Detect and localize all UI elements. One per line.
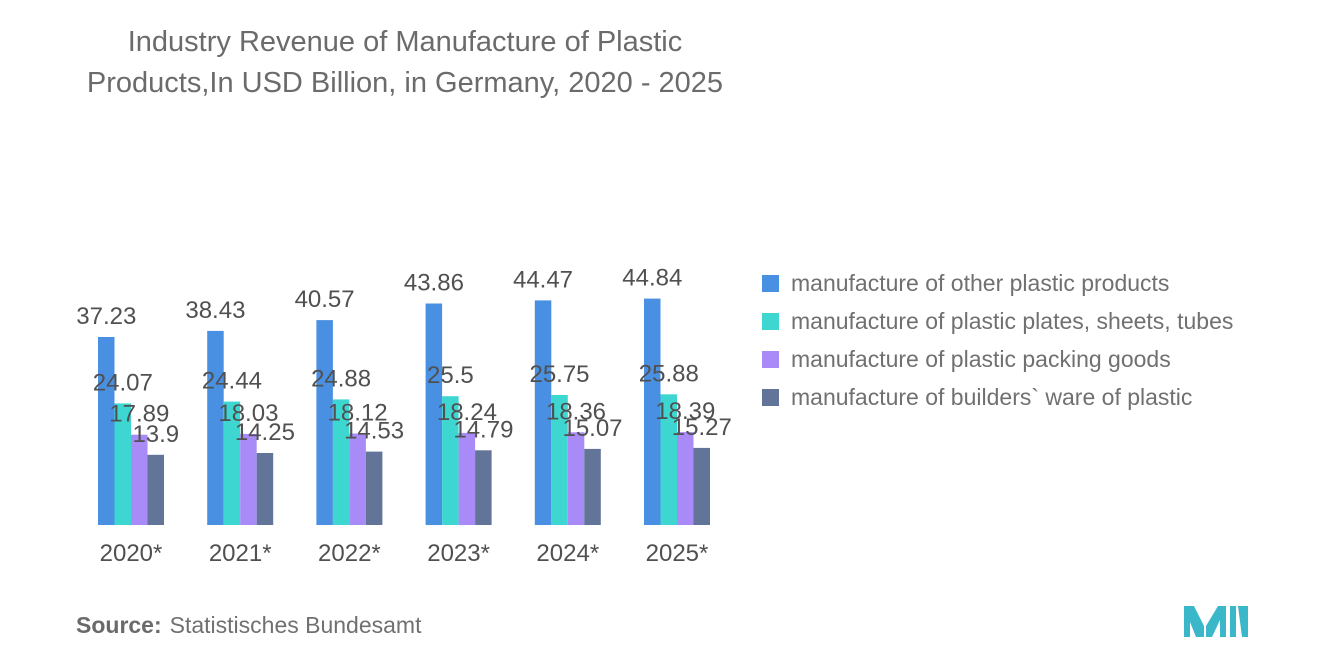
legend-swatch	[762, 388, 779, 406]
x-tick-label-2025: 2025*	[646, 540, 709, 567]
bar-2020-series-1	[98, 337, 115, 525]
data-label-2022-series-3: 18.12	[328, 400, 388, 427]
legend-swatch	[762, 350, 779, 368]
bar-2021-series-1	[207, 330, 224, 525]
legend-item-2: manufacture of plastic plates, sheets, t…	[762, 302, 1233, 340]
bar-2020-series-2	[114, 403, 131, 525]
bar-2025-series-2	[660, 394, 677, 525]
legend-label: manufacture of plastic plates, sheets, t…	[791, 307, 1234, 334]
data-label-2021-series-1: 38.43	[185, 297, 245, 324]
legend-item-3: manufacture of plastic packing goods	[762, 340, 1233, 378]
legend-swatch	[762, 274, 779, 292]
legend-item-4: manufacture of builders` ware of plastic	[762, 378, 1233, 416]
data-label-2021-series-2: 24.44	[202, 368, 262, 395]
bar-2021-series-4	[256, 453, 274, 525]
x-tick-label-2020: 2020*	[100, 540, 163, 567]
data-label-2025-series-2: 25.88	[639, 360, 699, 387]
data-label-2023-series-3: 18.24	[437, 399, 497, 426]
bar-2023-series-1	[425, 303, 443, 525]
data-label-2025-series-4: 15.27	[672, 414, 732, 441]
bar-2020-series-4	[147, 454, 164, 525]
legend-label: manufacture of plastic packing goods	[791, 345, 1171, 372]
data-label-2024-series-3: 18.36	[546, 398, 606, 425]
bar-2022-series-1	[316, 320, 333, 525]
data-label-2021-series-4: 14.25	[235, 419, 295, 446]
bar-2024-series-3	[567, 432, 585, 525]
bar-2023-series-3	[458, 432, 476, 525]
legend-item-1: manufacture of other plastic products	[762, 264, 1233, 302]
source-note: Source: Statistisches Bundesamt	[76, 612, 421, 639]
legend-label: manufacture of other plastic products	[791, 269, 1170, 296]
data-label-2020-series-1: 37.23	[76, 303, 136, 330]
bar-2021-series-2	[223, 401, 241, 525]
bar-2025-series-3	[677, 432, 694, 525]
data-label-2023-series-2: 25.5	[427, 362, 474, 389]
data-label-2020-series-2: 24.07	[93, 369, 153, 396]
bar-2024-series-4	[584, 448, 601, 525]
bar-2025-series-4	[693, 447, 710, 525]
bar-2025-series-1	[644, 298, 661, 525]
x-tick-label-2024: 2024*	[536, 540, 599, 567]
legend-label: manufacture of builders` ware of plastic	[791, 383, 1193, 410]
data-label-2025-series-1: 44.84	[622, 265, 682, 292]
data-label-2021-series-3: 18.03	[218, 400, 278, 427]
bar-2022-series-3	[349, 433, 366, 525]
source-label: Source:	[76, 612, 162, 638]
bar-2023-series-2	[442, 396, 459, 525]
x-tick-label-2023: 2023*	[427, 540, 490, 567]
bar-2021-series-3	[240, 433, 257, 525]
x-tick-label-2022: 2022*	[318, 540, 381, 567]
bar-2024-series-2	[551, 395, 568, 525]
data-label-2025-series-3: 18.39	[655, 398, 715, 425]
data-label-2020-series-3: 17.89	[109, 401, 169, 428]
data-label-2024-series-2: 25.75	[529, 361, 589, 388]
bars-layer	[98, 298, 710, 525]
data-label-2023-series-1: 43.86	[404, 270, 464, 297]
legend-swatch	[762, 312, 779, 330]
data-label-2022-series-1: 40.57	[295, 286, 355, 313]
data-label-2023-series-4: 14.79	[453, 416, 513, 443]
legend: manufacture of other plastic products man…	[762, 264, 1233, 416]
bar-2023-series-4	[475, 450, 492, 525]
data-label-2022-series-2: 24.88	[311, 365, 371, 392]
data-label-2020-series-4: 13.9	[132, 421, 179, 448]
data-label-2022-series-4: 14.53	[344, 418, 404, 445]
bar-2022-series-2	[332, 399, 350, 525]
data-label-2024-series-1: 44.47	[513, 266, 573, 293]
x-axis-ticks: 2020* 2021* 2022* 2023* 2024* 2025*	[100, 540, 709, 567]
bar-2022-series-4	[365, 451, 383, 525]
brand-logo-icon	[1184, 606, 1248, 637]
chart-title: Industry Revenue of Manufacture of Plast…	[86, 26, 724, 99]
data-label-2024-series-4: 15.07	[562, 415, 622, 442]
source-text: Statistisches Bundesamt	[169, 612, 422, 638]
bar-2020-series-3	[131, 434, 148, 525]
bar-2024-series-1	[534, 300, 552, 525]
x-tick-label-2021: 2021*	[209, 540, 272, 567]
